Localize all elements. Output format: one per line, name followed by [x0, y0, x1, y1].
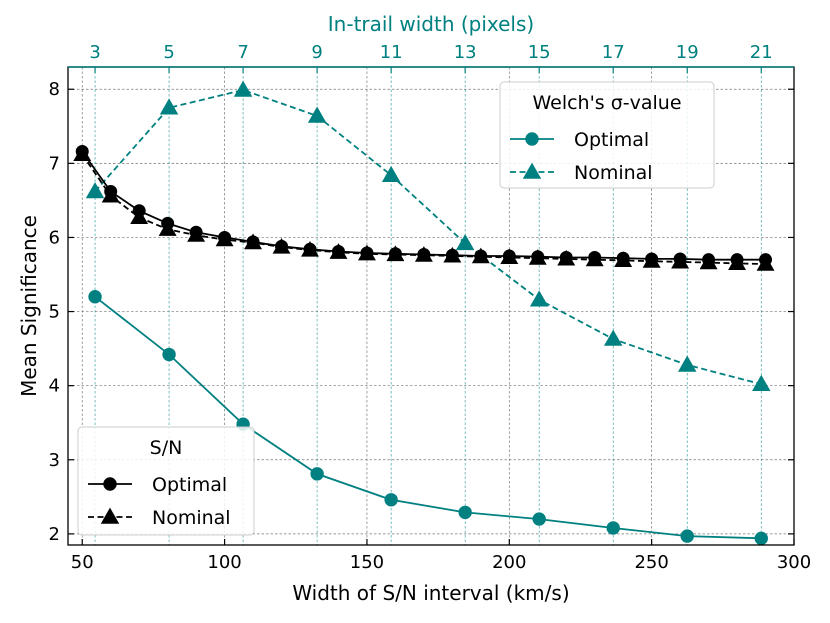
data-point: [386, 245, 405, 262]
top-tick-label: 3: [89, 42, 100, 63]
top-tick-label: 21: [750, 42, 773, 63]
top-tick-label: 9: [311, 42, 322, 63]
legend-sn: S/N Optimal Nominal: [77, 426, 255, 536]
legend-sn-box: [77, 426, 255, 536]
series-s-n-nominal: [73, 145, 775, 271]
legend-welch-box: [499, 81, 715, 189]
axis-ticks: 2 3 4 5 6 7 8 50 100 150 200 250 300 3 5 7 9 11 13 15 17 19 21: [49, 42, 812, 573]
y-tick-label: 7: [49, 153, 60, 174]
data-point: [329, 243, 348, 259]
y-tick-label: 3: [49, 450, 60, 471]
y-tick-label: 8: [49, 79, 60, 100]
data-point: [678, 355, 697, 372]
series-line: [94, 89, 762, 386]
top-axis-title: In-trail width (pixels): [328, 12, 534, 36]
y-tick-label: 2: [49, 524, 60, 545]
data-point: [585, 250, 604, 267]
data-point: [458, 505, 472, 520]
data-point: [101, 186, 120, 203]
x-tick-label: 50: [71, 552, 94, 573]
data-point: [73, 145, 92, 162]
data-point: [215, 230, 234, 247]
data-point: [500, 248, 519, 265]
data-point: [614, 251, 633, 267]
top-tick-label: 7: [237, 42, 248, 63]
data-point: [443, 246, 462, 263]
x-tick-label: 300: [777, 552, 811, 573]
data-point: [528, 249, 547, 265]
y-axis-title: Mean Significance: [17, 215, 41, 397]
data-point: [642, 252, 661, 268]
series-line: [94, 295, 762, 540]
legend-label: Optimal: [574, 129, 649, 151]
x-tick-label: 150: [350, 552, 384, 573]
data-point: [414, 246, 433, 262]
data-point: [532, 512, 546, 526]
data-point: [130, 208, 149, 225]
data-point: [603, 329, 623, 346]
legend-label: Optimal: [152, 474, 227, 496]
legend-label: Nominal: [574, 162, 653, 184]
legend-marker: [103, 477, 117, 491]
data-point: [301, 240, 319, 257]
data-point: [756, 255, 775, 271]
data-point: [85, 182, 105, 199]
data-point: [159, 98, 179, 115]
top-tick-label: 15: [528, 42, 551, 63]
data-point: [88, 290, 102, 304]
legend-sn-title: S/N: [150, 437, 183, 459]
legend-welch: Welch's σ-value Optimal Nominal: [499, 81, 715, 189]
data-point: [233, 80, 253, 97]
data-point: [606, 521, 620, 535]
y-tick-label: 6: [49, 227, 60, 248]
data-point: [310, 467, 324, 481]
data-point: [307, 106, 327, 123]
data-point: [671, 252, 690, 269]
data-point: [471, 247, 490, 264]
data-point: [272, 237, 291, 254]
legend-marker: [525, 132, 539, 146]
legend-welch-title: Welch's σ-value: [532, 92, 681, 114]
legend-marker: [100, 507, 120, 524]
data-point: [244, 233, 263, 250]
data-point: [728, 254, 747, 270]
data-point: [680, 529, 694, 543]
legend-marker: [522, 162, 542, 179]
data-point: [162, 347, 176, 362]
top-tick-label: 11: [380, 42, 403, 63]
data-point: [187, 226, 206, 242]
legend-label: Nominal: [152, 507, 231, 529]
x-tick-label: 250: [634, 552, 668, 573]
y-tick-label: 4: [49, 376, 60, 397]
top-tick-label: 17: [602, 42, 625, 63]
data-point: [557, 249, 576, 266]
x-axis-title: Width of S/N interval (km/s): [292, 581, 569, 605]
top-tick-label: 5: [163, 42, 174, 63]
x-tick-label: 100: [207, 552, 241, 573]
top-tick-label: 19: [676, 42, 699, 63]
x-tick-label: 200: [492, 552, 526, 573]
data-point: [455, 234, 475, 251]
data-point: [158, 220, 177, 236]
data-point: [752, 374, 771, 391]
data-point: [384, 493, 398, 507]
data-point: [529, 290, 549, 307]
data-point: [381, 165, 401, 182]
y-tick-label: 5: [49, 302, 60, 323]
data-point: [754, 531, 768, 546]
data-point: [357, 244, 376, 261]
series-welch-nominal: [85, 80, 771, 391]
data-point: [699, 253, 718, 270]
top-tick-label: 13: [454, 42, 477, 63]
